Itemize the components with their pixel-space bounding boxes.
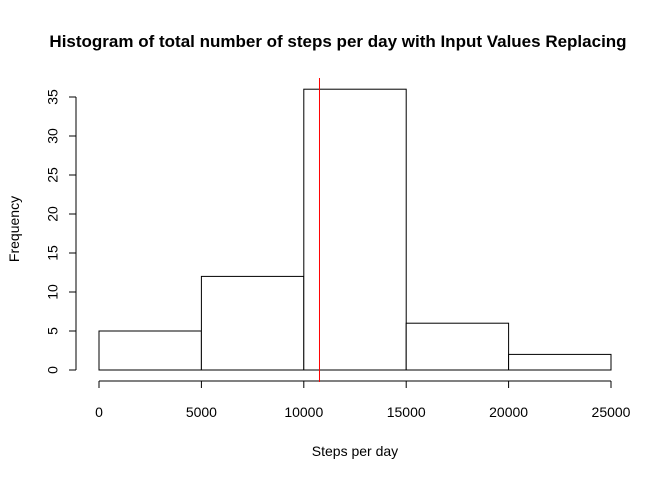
y-axis-label: Frequency bbox=[6, 196, 22, 262]
histogram-bar-0 bbox=[98, 330, 202, 371]
x-tick-label-0: 0 bbox=[95, 404, 103, 420]
y-tick-label-6: 30 bbox=[45, 128, 61, 144]
x-axis: 0 5000 10000 15000 20000 25000 bbox=[95, 380, 631, 420]
y-tick-label-2: 10 bbox=[45, 284, 61, 300]
y-tick-label-3: 15 bbox=[45, 245, 61, 261]
histogram-bar-4 bbox=[508, 353, 612, 371]
histogram-bar-1 bbox=[200, 275, 305, 371]
x-tick-label-4: 20000 bbox=[489, 404, 528, 420]
histogram-bar-3 bbox=[405, 322, 510, 371]
bars-group bbox=[98, 88, 612, 371]
y-axis: 0 5 10 15 20 25 30 35 bbox=[45, 89, 77, 374]
histogram-bar-2 bbox=[303, 88, 407, 371]
chart-title: Histogram of total number of steps per d… bbox=[49, 32, 626, 51]
y-tick-label-7: 35 bbox=[45, 89, 61, 105]
x-tick-label-5: 25000 bbox=[592, 404, 631, 420]
x-axis-label: Steps per day bbox=[312, 443, 398, 459]
y-tick-label-4: 20 bbox=[45, 206, 61, 222]
y-tick-label-1: 5 bbox=[45, 327, 61, 335]
x-tick-label-3: 15000 bbox=[387, 404, 426, 420]
y-tick-label-5: 25 bbox=[45, 167, 61, 183]
x-tick-label-2: 10000 bbox=[284, 404, 323, 420]
x-tick-label-1: 5000 bbox=[186, 404, 217, 420]
y-tick-label-0: 0 bbox=[45, 366, 61, 374]
